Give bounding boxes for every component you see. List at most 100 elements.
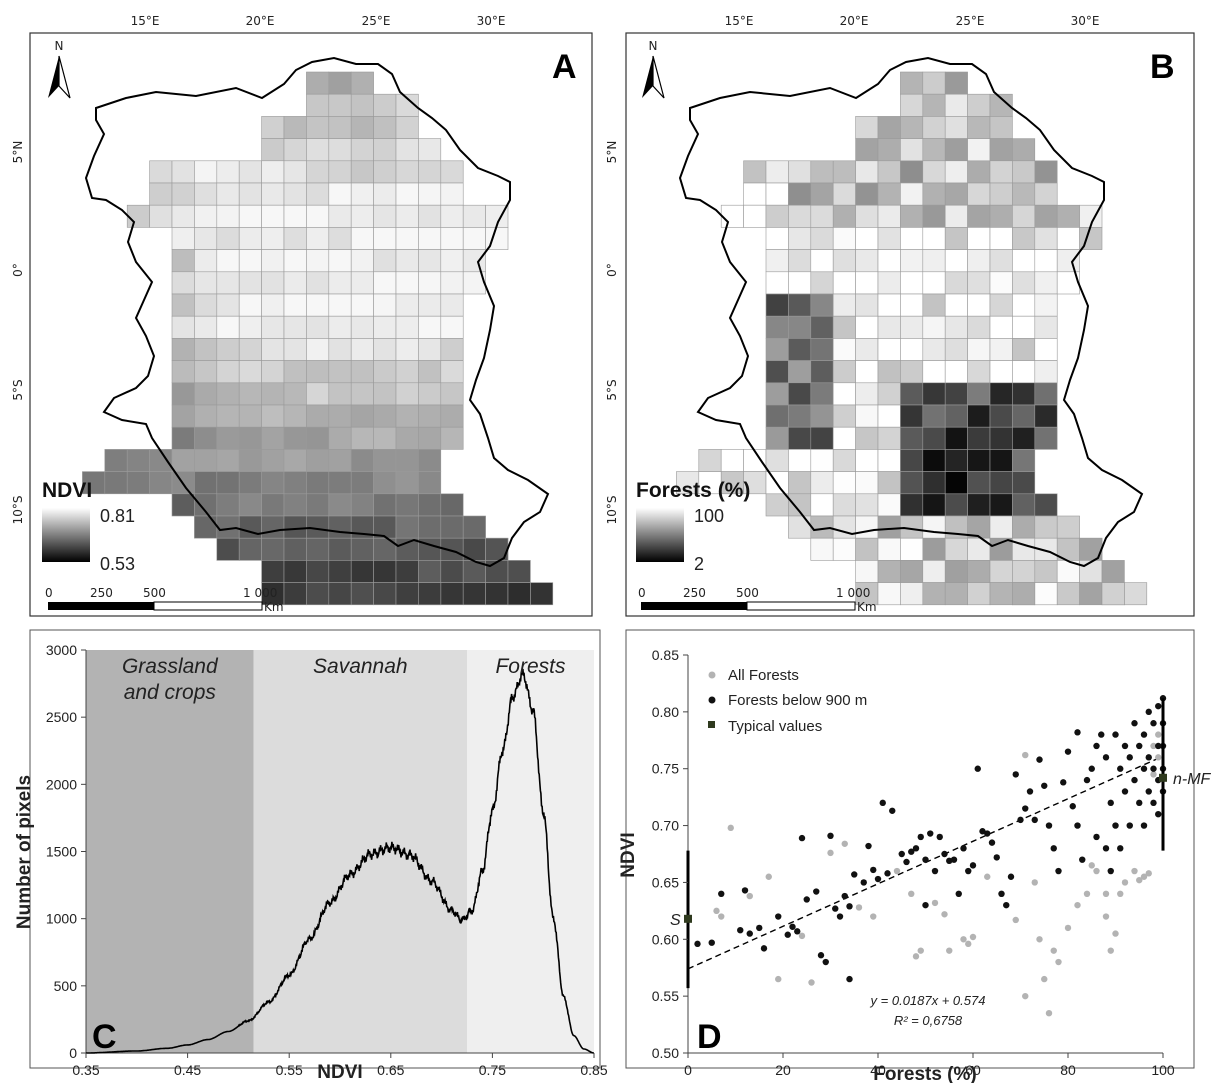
point-below-900: [1136, 742, 1143, 750]
panel-d: Sn-MF 0 20 40 60 80 100 0.500.550.600.650.700…: [618, 629, 1212, 1083]
point-below-900: [1117, 845, 1124, 852]
typical-label: S: [670, 912, 681, 929]
point-below-900: [1155, 742, 1162, 750]
scatter-y-tick-label: 0.85: [652, 647, 679, 663]
lat-tick-5s-b: 5°S: [605, 379, 619, 400]
point-below-900: [1131, 776, 1138, 784]
point-below-900: [1145, 754, 1152, 761]
point-below-900: [775, 913, 782, 920]
point-below-900: [912, 845, 920, 852]
point-below-900: [884, 870, 891, 877]
scale-a-unit: Km: [264, 600, 284, 614]
panel-letter-a: A: [552, 48, 577, 86]
histogram-y-tick-label: 2500: [46, 709, 77, 725]
point-below-900: [1102, 845, 1110, 852]
histogram-y-tick-label: 1500: [46, 844, 77, 860]
point-below-900: [1003, 901, 1010, 909]
point-all-forests: [855, 904, 863, 911]
point-below-900: [960, 845, 967, 852]
point-below-900: [931, 867, 939, 875]
forest-grid-cells: [676, 71, 1148, 606]
panel-c-frame: [29, 629, 601, 1069]
typical-marker: [1159, 773, 1167, 782]
scale-a-1000: 1 000: [243, 586, 277, 600]
point-below-900: [746, 930, 753, 937]
point-below-900: [1112, 822, 1119, 829]
point-all-forests: [1102, 890, 1110, 897]
point-below-900: [889, 807, 896, 814]
point-below-900: [1145, 708, 1152, 716]
point-below-900: [1112, 731, 1119, 738]
point-below-900: [846, 903, 853, 910]
zone-label: Forests: [495, 655, 566, 678]
point-below-900: [1140, 822, 1148, 829]
north-label-b: N: [649, 39, 658, 53]
point-all-forests: [1074, 901, 1081, 909]
point-all-forests: [727, 824, 734, 832]
point-below-900: [860, 879, 867, 886]
ndvi-legend-max: 0.81: [100, 506, 135, 526]
point-below-900: [922, 901, 929, 909]
histogram-x-ticks: 0.35 0.45 0.55 0.65 0.75 0.85: [72, 1053, 608, 1078]
point-all-forests: [1136, 876, 1143, 884]
point-all-forests: [893, 867, 901, 875]
panel-d-frame: [625, 629, 1195, 1069]
scale-b-0: 0: [638, 586, 646, 600]
point-all-forests: [1150, 742, 1157, 750]
panel-letter-d: D: [697, 1018, 722, 1056]
point-below-900: [1150, 765, 1157, 772]
scale-b-1000: 1 000: [836, 586, 870, 600]
panel-letter-c: C: [92, 1018, 117, 1056]
scatter-x-tick-label: 100: [1151, 1062, 1175, 1078]
legend-marker-all-forests: [708, 671, 716, 679]
point-all-forests: [1112, 930, 1119, 937]
point-below-900: [908, 848, 915, 855]
ndvi-legend-title: NDVI: [42, 479, 92, 502]
panel-b-lat-ticks: 5°N 0° 5°S 10°S: [605, 141, 619, 525]
regression-r2: R² = 0,6758: [894, 1013, 963, 1028]
point-below-900: [832, 905, 839, 912]
scatter-points: [694, 695, 1167, 1017]
point-below-900: [1007, 873, 1015, 880]
point-all-forests: [1131, 867, 1138, 875]
point-below-900: [798, 834, 806, 842]
regression-equation: y = 0.0187x + 0.574: [870, 993, 986, 1008]
point-below-900: [1093, 833, 1100, 841]
histogram-y-tick-label: 1000: [46, 911, 77, 927]
point-below-900: [936, 833, 943, 841]
lat-tick-5n-b: 5°N: [605, 141, 619, 164]
scatter-y-tick-label: 0.55: [652, 988, 679, 1004]
point-all-forests: [808, 979, 815, 986]
histogram-x-tick-label: 0.35: [72, 1062, 99, 1078]
scatter-y-tick-label: 0.80: [652, 704, 679, 720]
lon-tick-25e: 25°E: [362, 14, 391, 28]
point-all-forests: [746, 892, 753, 900]
point-below-900: [955, 890, 962, 897]
point-all-forests: [960, 936, 967, 943]
point-below-900: [1107, 799, 1114, 807]
point-below-900: [1155, 811, 1162, 818]
scatter-y-title: NDVI: [618, 832, 639, 877]
typical-values: Sn-MF: [670, 698, 1212, 989]
point-below-900: [817, 952, 825, 959]
scale-bar-b: 0 250 500 1 000 Km: [638, 586, 877, 614]
point-below-900: [1102, 754, 1110, 761]
zone-band: [467, 650, 594, 1053]
point-below-900: [1083, 776, 1091, 784]
point-below-900: [1126, 822, 1133, 829]
point-all-forests: [1012, 916, 1019, 924]
scatter-legend: All Forests Forests below 900 m Typical …: [708, 667, 867, 735]
point-all-forests: [1140, 873, 1148, 880]
histogram-x-title: NDVI: [317, 1062, 362, 1083]
histogram-y-tick-label: 3000: [46, 642, 77, 658]
scatter-x-tick-label: 20: [775, 1062, 791, 1078]
point-all-forests: [1031, 879, 1038, 886]
point-below-900: [998, 890, 1005, 897]
point-below-900: [1031, 816, 1038, 824]
point-below-900: [870, 866, 877, 874]
point-below-900: [1074, 729, 1081, 736]
legend-below-900: Forests below 900 m: [728, 692, 867, 709]
north-label-a: N: [55, 39, 64, 53]
point-below-900: [789, 923, 796, 930]
